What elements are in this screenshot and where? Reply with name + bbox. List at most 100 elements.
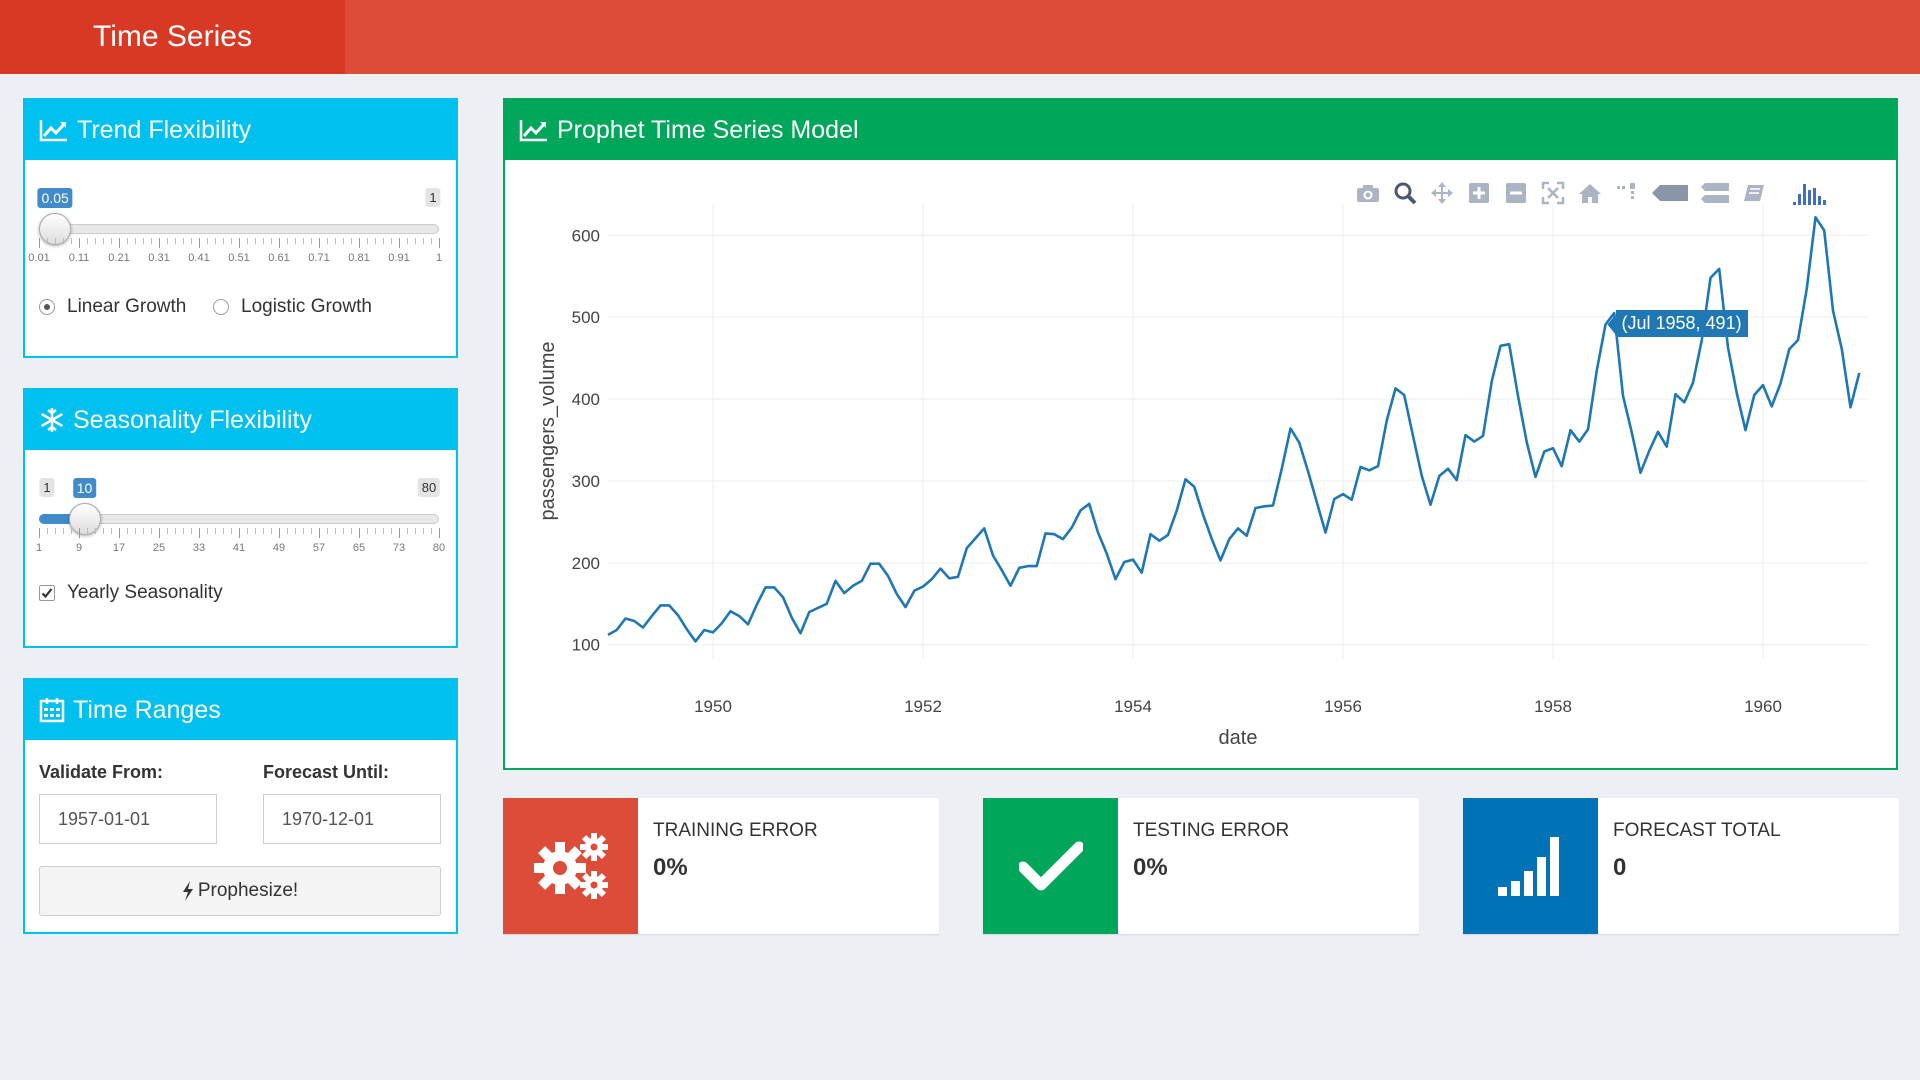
slider-tick-label: 80 xyxy=(432,542,446,554)
slider-tick xyxy=(279,528,280,538)
prophesize-button[interactable]: Prophesize! xyxy=(39,866,441,916)
y-axis-title: passengers_volume xyxy=(537,342,559,521)
seasonality-flexibility-header: Seasonality Flexibility xyxy=(25,390,456,450)
hover-compare-icon[interactable] xyxy=(1700,180,1730,206)
slider-tick xyxy=(287,238,288,244)
slider-tick xyxy=(407,238,408,244)
training-error-box: Training Error 0% xyxy=(503,798,939,934)
slider-tick-label: 33 xyxy=(192,542,206,554)
slider-track[interactable] xyxy=(39,224,439,234)
slider-tick xyxy=(191,528,192,534)
slider-tick xyxy=(207,528,208,534)
slider-tick xyxy=(167,528,168,534)
slider-tick-label: 1 xyxy=(35,542,43,554)
logistic-growth-option[interactable]: Logistic Growth xyxy=(213,296,372,318)
line-chart-icon xyxy=(39,120,67,142)
plotly-logo-icon[interactable] xyxy=(1792,180,1830,206)
slider-ticks xyxy=(39,238,440,248)
zoom-out-icon[interactable] xyxy=(1503,180,1529,206)
autoscale-icon[interactable] xyxy=(1540,180,1566,206)
validate-from-input[interactable] xyxy=(39,794,217,844)
y-tick-label: 600 xyxy=(572,226,600,245)
edit-chart-icon[interactable] xyxy=(1741,180,1767,206)
slider-tick xyxy=(439,238,440,248)
slider-max-label: 1 xyxy=(425,188,441,207)
slider-tick xyxy=(119,238,120,248)
slider-tick xyxy=(103,238,104,244)
training-error-value: 0% xyxy=(653,854,688,881)
slider-tick xyxy=(127,238,128,244)
slider-tick xyxy=(47,528,48,534)
camera-icon[interactable] xyxy=(1355,180,1381,206)
slider-tick xyxy=(95,528,96,534)
time-series-chart[interactable]: 100 200 300 400 500 600 1950 1952 1954 1956 1958 19… xyxy=(505,160,1896,768)
yearly-seasonality-option[interactable]: Yearly Seasonality xyxy=(39,582,223,604)
pan-icon[interactable] xyxy=(1429,180,1455,206)
x-tick-label: 1958 xyxy=(1534,697,1572,716)
slider-tick-label: 0.01 xyxy=(28,252,50,264)
slider-value-label: 10 xyxy=(72,478,97,498)
app-logo[interactable]: Time Series xyxy=(0,0,345,74)
linear-growth-option[interactable]: Linear Growth xyxy=(39,296,186,318)
zoom-icon[interactable] xyxy=(1392,180,1418,206)
slider-tick xyxy=(71,528,72,534)
slider-tick xyxy=(319,528,320,538)
slider-tick xyxy=(191,238,192,244)
slider-tick xyxy=(151,528,152,534)
yearly-seasonality-checkbox[interactable] xyxy=(39,585,55,601)
slider-tick xyxy=(351,238,352,244)
slider-tick-label: 0.91 xyxy=(388,252,410,264)
series-line[interactable] xyxy=(607,216,1861,643)
testing-error-icon-bg xyxy=(983,798,1118,934)
slider-tick xyxy=(159,238,160,248)
slider-tick xyxy=(87,528,88,534)
slider-tick xyxy=(311,238,312,244)
spike-lines-icon[interactable] xyxy=(1614,180,1640,206)
slider-fill xyxy=(39,514,85,524)
logistic-growth-radio[interactable] xyxy=(213,299,229,315)
slider-tick xyxy=(79,238,80,248)
slider-tick xyxy=(63,238,64,244)
slider-tick xyxy=(335,528,336,534)
zoom-in-icon[interactable] xyxy=(1466,180,1492,206)
slider-tick xyxy=(231,528,232,534)
trend-flexibility-slider[interactable]: 0.05 1 0.01 0.11 0.21 0.31 0.41 0.51 0.61 0.71 0… xyxy=(28,172,442,282)
slider-tick xyxy=(183,528,184,534)
prophet-model-title: Prophet Time Series Model xyxy=(557,115,859,144)
slider-tick xyxy=(303,238,304,244)
linear-growth-radio[interactable] xyxy=(39,299,55,315)
forecast-total-value: 0 xyxy=(1613,854,1627,881)
slider-tick xyxy=(375,528,376,534)
x-tick-label: 1952 xyxy=(904,697,942,716)
forecast-until-input[interactable] xyxy=(263,794,441,844)
slider-tick-label: 0.51 xyxy=(228,252,250,264)
slider-tick-label: 0.81 xyxy=(348,252,370,264)
checkmark-icon xyxy=(1018,841,1083,891)
slider-tick xyxy=(327,238,328,244)
slider-tick xyxy=(95,238,96,244)
slider-tick xyxy=(295,528,296,534)
slider-tick xyxy=(231,238,232,244)
y-tick-label: 300 xyxy=(572,472,600,491)
prophesize-button-label: Prophesize! xyxy=(197,880,299,901)
slider-tick xyxy=(287,528,288,534)
trend-flexibility-header: Trend Flexibility xyxy=(25,100,456,160)
slider-tick xyxy=(103,528,104,534)
slider-max-label: 80 xyxy=(417,478,441,497)
reset-axes-icon[interactable] xyxy=(1577,180,1603,206)
slider-tick xyxy=(311,528,312,534)
linear-growth-label: Linear Growth xyxy=(67,296,187,317)
hover-closest-icon[interactable] xyxy=(1651,180,1689,206)
x-axis-title: date xyxy=(1219,727,1258,749)
slider-tick xyxy=(319,238,320,248)
slider-tick-label: 65 xyxy=(352,542,366,554)
slider-tick-label: 9 xyxy=(75,542,83,554)
prophet-model-header: Prophet Time Series Model xyxy=(505,100,1896,160)
slider-tick xyxy=(215,528,216,534)
slider-tick-label: 49 xyxy=(272,542,286,554)
slider-tick-label: 41 xyxy=(232,542,246,554)
slider-tick xyxy=(239,238,240,248)
slider-tick xyxy=(359,528,360,538)
slider-tick xyxy=(327,528,328,534)
seasonality-flexibility-slider[interactable]: 1 10 80 1 9 17 25 33 41 49 57 65 73 80 xyxy=(35,462,445,572)
